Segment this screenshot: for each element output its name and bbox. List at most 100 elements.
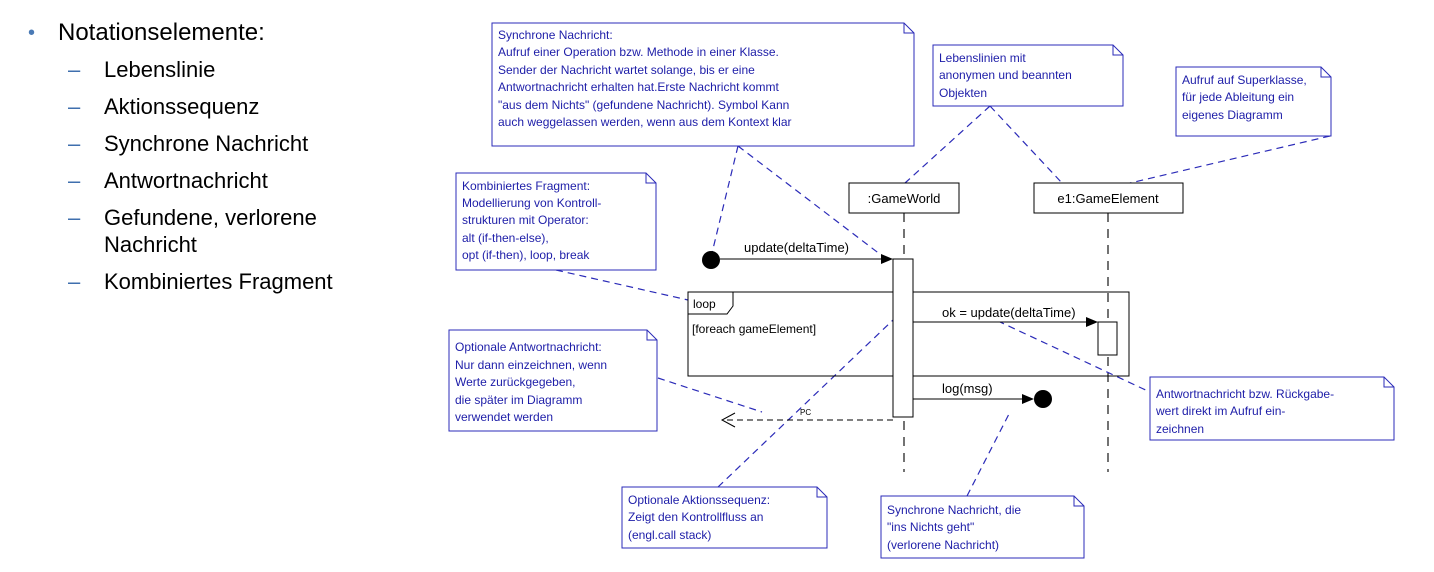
note-text-line: die später im Diagramm	[455, 393, 582, 407]
bullet-main-label: Notationselemente:	[58, 19, 265, 46]
note-text-line: "aus dem Nichts" (gefundene Nachricht). …	[498, 98, 789, 112]
connector-superclass	[1129, 135, 1331, 184]
connector-optional-answer	[657, 377, 763, 413]
lifeline-head-gameelement	[1033, 182, 1184, 214]
dash-icon: –	[68, 269, 81, 294]
dash-icon: –	[68, 205, 81, 230]
sub-bullet-item: – Antwortnachricht	[18, 167, 438, 194]
note-frame	[448, 329, 658, 432]
sub-bullet-item: – Kombiniertes Fragment	[18, 268, 438, 295]
sub-bullet-label: Synchrone Nachricht	[104, 131, 309, 156]
note-answer-message: Antwortnachricht bzw. Rückgabe- wert dir…	[1149, 376, 1395, 441]
connector-lifeline-left	[904, 105, 991, 184]
note-text-line: Modellierung von Kontroll-	[462, 196, 601, 210]
note-combined-fragment: Kombiniertes Fragment: Modellierung von …	[455, 172, 657, 271]
sub-bullet-item: – Synchrone Nachricht	[18, 130, 438, 157]
lost-message-dot-icon	[1034, 390, 1052, 408]
message-return: PC	[720, 408, 893, 428]
note-superclass: Aufruf auf Superklasse, für jede Ableitu…	[1175, 66, 1332, 137]
note-text-line: Lebenslinien mit	[939, 51, 1026, 65]
found-message-dot-icon	[702, 251, 720, 269]
message-label-log: log(msg)	[942, 381, 993, 396]
note-frame	[880, 495, 1085, 559]
note-text-line: (verlorene Nachricht)	[887, 538, 999, 552]
connector-answer-message	[999, 321, 1168, 401]
fragment-guard-label: [foreach gameElement]	[692, 322, 816, 336]
note-frame	[932, 44, 1124, 107]
note-text-line: Kombiniertes Fragment:	[462, 179, 590, 193]
note-text-line: Antwortnachricht erhalten hat.Erste Nach…	[498, 80, 779, 94]
sub-bullet-item-continued: Nachricht	[18, 231, 438, 258]
note-text-line: für jede Ableitung ein	[1182, 90, 1294, 104]
note-lifelines: Lebenslinien mit anonymen und beannten O…	[932, 44, 1124, 107]
note-text-line: eigenes Diagramm	[1182, 108, 1283, 122]
note-action-sequence: Optionale Aktionssequenz: Zeigt den Kont…	[621, 486, 828, 549]
note-text-line: Zeigt den Kontrollfluss an	[628, 510, 763, 524]
lifeline-label-gameelement: e1:GameElement	[1057, 191, 1159, 206]
message-label-ok-update: ok = update(deltaTime)	[942, 305, 1076, 320]
note-text-line: Optionale Aktionssequenz:	[628, 493, 770, 507]
note-text-line: "ins Nichts geht"	[887, 520, 974, 534]
dash-icon: –	[68, 57, 81, 82]
note-text-line: Synchrone Nachricht, die	[887, 503, 1021, 517]
dash-icon: –	[68, 94, 81, 119]
note-text-line: strukturen mit Operator:	[462, 213, 589, 227]
note-fold-icon	[816, 487, 827, 498]
bullet-main: • Notationselemente:	[18, 18, 438, 48]
note-lost-message: Synchrone Nachricht, die "ins Nichts geh…	[880, 495, 1085, 559]
sub-bullet-label: Lebenslinie	[104, 57, 216, 82]
sub-bullet-label: Aktionssequenz	[104, 94, 260, 119]
bullet-dot-icon: •	[28, 22, 36, 44]
note-fold-icon	[903, 23, 914, 34]
sub-bullet-label: Gefundene, verlorene	[104, 205, 317, 230]
note-text-line: Werte zurückgegeben,	[455, 375, 576, 389]
sub-bullet-label: Nachricht	[104, 232, 197, 257]
note-frame	[621, 486, 828, 549]
connector-lifeline-right	[989, 105, 1063, 184]
lifeline-label-gameworld: :GameWorld	[868, 191, 941, 206]
note-frame	[455, 172, 657, 271]
message-lost-log: log(msg)	[913, 381, 1052, 408]
message-label-return: PC	[800, 408, 811, 417]
note-fold-icon	[1112, 45, 1123, 56]
note-frame	[1149, 376, 1395, 441]
connector-sync-to-activation	[737, 145, 886, 259]
message-found-update: update(deltaTime)	[702, 240, 893, 269]
note-connectors	[555, 105, 1331, 497]
note-text-line: alt (if-then-else),	[462, 231, 549, 245]
note-optional-answer: Optionale Antwortnachricht: Nur dann ein…	[448, 329, 658, 432]
note-fold-icon	[1073, 496, 1084, 507]
note-text-line: wert direkt im Aufruf ein-	[1155, 404, 1285, 418]
note-frame	[491, 22, 915, 147]
note-text-line: verwendet werden	[455, 410, 553, 424]
note-text-line: Synchrone Nachricht:	[498, 28, 613, 42]
sub-bullet-list: – Lebenslinie – Aktionssequenz – Synchrone …	[18, 56, 438, 295]
connector-fragment	[555, 269, 689, 301]
connector-lost-message	[966, 411, 1011, 497]
sub-bullet-item: – Aktionssequenz	[18, 93, 438, 120]
note-text-line: (engl.call stack)	[628, 528, 711, 542]
sub-bullet-label: Kombiniertes Fragment	[104, 269, 333, 294]
message-label-update: update(deltaTime)	[744, 240, 849, 255]
note-text-line: opt (if-then), loop, break	[462, 248, 590, 262]
lifeline-head-gameworld	[848, 182, 960, 214]
connector-action-sequence	[717, 319, 894, 488]
sub-bullet-item: – Lebenslinie	[18, 56, 438, 83]
connector-sync-to-found	[711, 145, 739, 254]
note-text-line: Aufruf auf Superklasse,	[1182, 73, 1307, 87]
dash-icon: –	[68, 131, 81, 156]
bullet-list: • Notationselemente: – Lebenslinie – Aktio…	[18, 18, 438, 305]
sub-bullet-item: – Gefundene, verlorene	[18, 204, 438, 231]
note-fold-icon	[1320, 67, 1331, 78]
note-text-line: Nur dann einzeichnen, wenn	[455, 358, 607, 372]
note-text-line: Objekten	[939, 86, 987, 100]
note-text-line: Antwortnachricht bzw. Rückgabe-	[1156, 387, 1334, 401]
note-fold-icon	[645, 173, 656, 184]
note-text-line: anonymen und beannten	[939, 68, 1072, 82]
note-text-line: zeichnen	[1156, 422, 1204, 436]
activation-bar-gameworld	[892, 258, 914, 418]
open-arrow-icon	[720, 412, 736, 428]
note-frame	[1175, 66, 1332, 137]
note-fold-icon	[1383, 377, 1394, 388]
